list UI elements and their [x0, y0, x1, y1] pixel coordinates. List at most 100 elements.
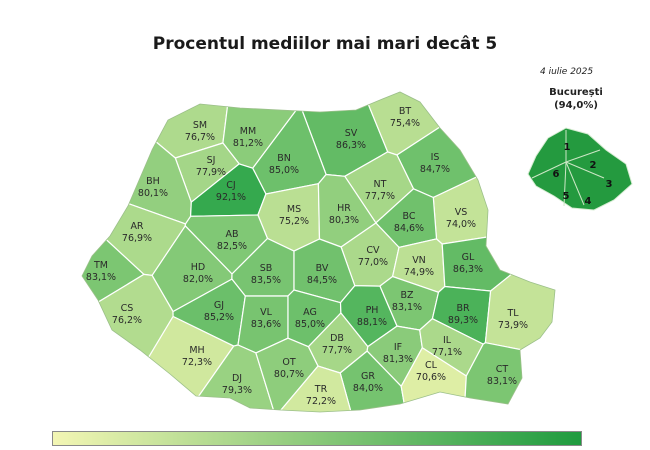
- county-code-gl: GL: [462, 252, 475, 263]
- county-code-is: IS: [431, 152, 440, 163]
- county-value-ot: 80,7%: [274, 369, 304, 380]
- county-code-vn: VN: [412, 255, 426, 266]
- county-value-gl: 86,3%: [453, 264, 483, 275]
- county-code-bt: BT: [399, 106, 412, 117]
- county-value-mh: 72,3%: [182, 357, 212, 368]
- county-code-tm: TM: [93, 260, 108, 271]
- county-value-hd: 82,0%: [183, 274, 213, 285]
- bucuresti-map: [527, 127, 633, 211]
- county-code-bc: BC: [403, 211, 416, 222]
- county-value-br: 89,3%: [448, 315, 478, 326]
- county-value-if: 81,3%: [383, 354, 413, 365]
- sector-label-6: 6: [553, 169, 560, 180]
- county-value-vl: 83,6%: [251, 319, 281, 330]
- county-value-db: 77,7%: [322, 345, 352, 356]
- county-code-ab: AB: [225, 229, 238, 240]
- county-code-ar: AR: [130, 221, 143, 232]
- county-value-bt: 75,4%: [390, 118, 420, 129]
- county-code-cj: CJ: [226, 180, 235, 191]
- county-value-tr: 72,2%: [306, 396, 336, 407]
- county-code-ot: OT: [282, 357, 295, 368]
- county-tr: [273, 365, 357, 412]
- sector-label-2: 2: [590, 160, 597, 171]
- sector-divider: [565, 161, 585, 206]
- county-code-ms: MS: [287, 204, 301, 215]
- county-code-cl: CL: [425, 360, 438, 371]
- county-code-ag: AG: [303, 307, 317, 318]
- county-code-bz: BZ: [400, 290, 414, 301]
- bucuresti-name: București: [549, 87, 603, 98]
- county-value-ab: 82,5%: [217, 241, 247, 252]
- county-value-sj: 77,9%: [196, 167, 226, 178]
- county-value-bh: 80,1%: [138, 188, 168, 199]
- map-title: Procentul mediilor mai mari decât 5: [152, 34, 498, 54]
- county-value-tm: 83,1%: [86, 272, 116, 283]
- county-code-dj: DJ: [232, 373, 242, 384]
- county-value-is: 84,7%: [420, 164, 450, 175]
- county-value-ar: 76,9%: [122, 233, 152, 244]
- county-code-cv: CV: [366, 245, 380, 256]
- sector-divider: [565, 149, 601, 163]
- county-ct: [462, 342, 555, 412]
- sector-label-3: 3: [606, 179, 613, 190]
- county-code-hd: HD: [191, 262, 205, 273]
- county-code-tl: TL: [506, 308, 519, 319]
- county-value-bc: 84,6%: [394, 223, 424, 234]
- county-code-ct: CT: [496, 364, 509, 375]
- county-value-mm: 81,2%: [233, 138, 263, 149]
- county-value-nt: 77,7%: [365, 191, 395, 202]
- county-value-ag: 85,0%: [295, 319, 325, 330]
- date-label: 4 iulie 2025: [540, 67, 594, 77]
- county-value-dj: 79,3%: [222, 385, 252, 396]
- sector-divider: [531, 161, 567, 179]
- county-code-gj: GJ: [214, 300, 224, 311]
- county-value-gr: 84,0%: [353, 383, 383, 394]
- county-value-bv: 84,5%: [307, 275, 337, 286]
- bucuresti-value: (94,0%): [554, 100, 598, 111]
- county-code-gr: GR: [361, 371, 375, 382]
- county-code-if: IF: [394, 342, 402, 353]
- county-labels: SM76,7%MM81,2%SV86,3%BT75,4%SJ77,9%BN85,…: [81, 91, 556, 413]
- county-value-cl: 70,6%: [416, 372, 446, 383]
- county-code-db: DB: [330, 333, 344, 344]
- county-code-mh: MH: [189, 345, 204, 356]
- county-code-vs: VS: [455, 207, 468, 218]
- sector-label-4: 4: [585, 196, 592, 207]
- county-value-cj: 92,1%: [216, 192, 246, 203]
- county-code-hr: HR: [337, 203, 351, 214]
- county-value-sv: 86,3%: [336, 140, 366, 151]
- county-value-sb: 83,5%: [251, 275, 281, 286]
- county-value-tl: 73,9%: [498, 320, 528, 331]
- sector-label-1: 1: [564, 142, 571, 153]
- county-code-sm: SM: [193, 120, 207, 131]
- county-value-hr: 80,3%: [329, 215, 359, 226]
- county-code-nt: NT: [374, 179, 387, 190]
- county-code-il: IL: [443, 335, 452, 346]
- bucuresti-inset: 1 23 4 56: [527, 127, 633, 211]
- county-code-sv: SV: [345, 128, 358, 139]
- county-code-cs: CS: [121, 303, 134, 314]
- sector-label-5: 5: [563, 191, 570, 202]
- county-value-ct: 83,1%: [487, 376, 517, 387]
- county-code-tr: TR: [314, 384, 328, 395]
- county-code-sj: SJ: [207, 155, 216, 166]
- sector-divider: [565, 161, 605, 179]
- bucuresti-label: București (94,0%): [540, 86, 612, 112]
- county-tl: [484, 219, 555, 362]
- county-value-bz: 83,1%: [392, 302, 422, 313]
- county-code-mm: MM: [240, 126, 256, 137]
- county-value-sm: 76,7%: [185, 132, 215, 143]
- country-outline: [81, 91, 556, 413]
- county-value-bn: 85,0%: [269, 165, 299, 176]
- county-code-br: BR: [456, 303, 470, 314]
- county-code-sb: SB: [260, 263, 273, 274]
- county-code-bv: BV: [316, 263, 329, 274]
- county-value-vn: 74,9%: [404, 267, 434, 278]
- sector-divider: [563, 161, 567, 207]
- county-code-bh: BH: [146, 176, 160, 187]
- county-value-il: 77,1%: [432, 347, 462, 358]
- county-value-ms: 75,2%: [279, 216, 309, 227]
- county-code-bn: BN: [277, 153, 291, 164]
- county-code-vl: VL: [260, 307, 272, 318]
